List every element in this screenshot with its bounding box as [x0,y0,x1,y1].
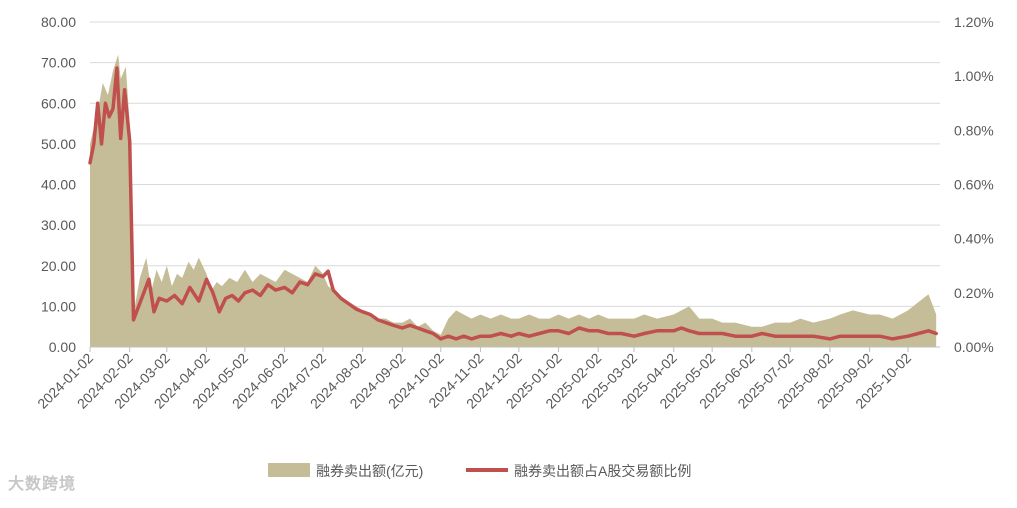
legend-label-area: 融券卖出额(亿元) [316,463,423,479]
right-axis-tick-labels: 0.00% 0.20% 0.40% 0.60% 0.80% 1.00% 1.20% [954,14,994,355]
axes-layer [89,346,940,352]
y-tick-label: 50.00 [41,136,76,152]
legend-swatch-area [268,463,310,477]
watermark: 大数跨境 [8,476,77,493]
legend-label-line: 融券卖出额占A股交易额比例 [514,463,691,479]
x-axis-tick-labels: 2024-01-022024-02-022024-03-022024-04-02… [34,350,914,412]
y2-tick-label: 1.20% [954,14,994,30]
y-tick-label: 80.00 [41,14,76,30]
y-tick-label: 10.00 [41,298,76,314]
y2-tick-label: 0.60% [954,177,994,193]
area-series-shape [90,54,937,347]
y-tick-label: 30.00 [41,217,76,233]
line-series-path [88,66,938,341]
y2-tick-label: 1.00% [954,68,994,84]
y-tick-label: 0.00 [49,339,76,355]
area-series-layer [90,54,937,347]
y2-tick-label: 0.00% [954,339,994,355]
left-axis-tick-labels: 0.00 10.00 20.00 30.00 40.00 50.00 60.00 70.00 8… [41,14,76,355]
grid-lines [90,21,940,307]
y2-tick-label: 0.40% [954,231,994,247]
legend: 融券卖出额(亿元) 融券卖出额占A股交易额比例 [268,463,691,479]
y2-tick-label: 0.20% [954,285,994,301]
y-tick-label: 20.00 [41,258,76,274]
y-tick-label: 60.00 [41,95,76,111]
y2-tick-label: 0.80% [954,122,994,138]
line-series-layer [88,66,938,341]
y-tick-label: 40.00 [41,177,76,193]
y-tick-label: 70.00 [41,55,76,71]
